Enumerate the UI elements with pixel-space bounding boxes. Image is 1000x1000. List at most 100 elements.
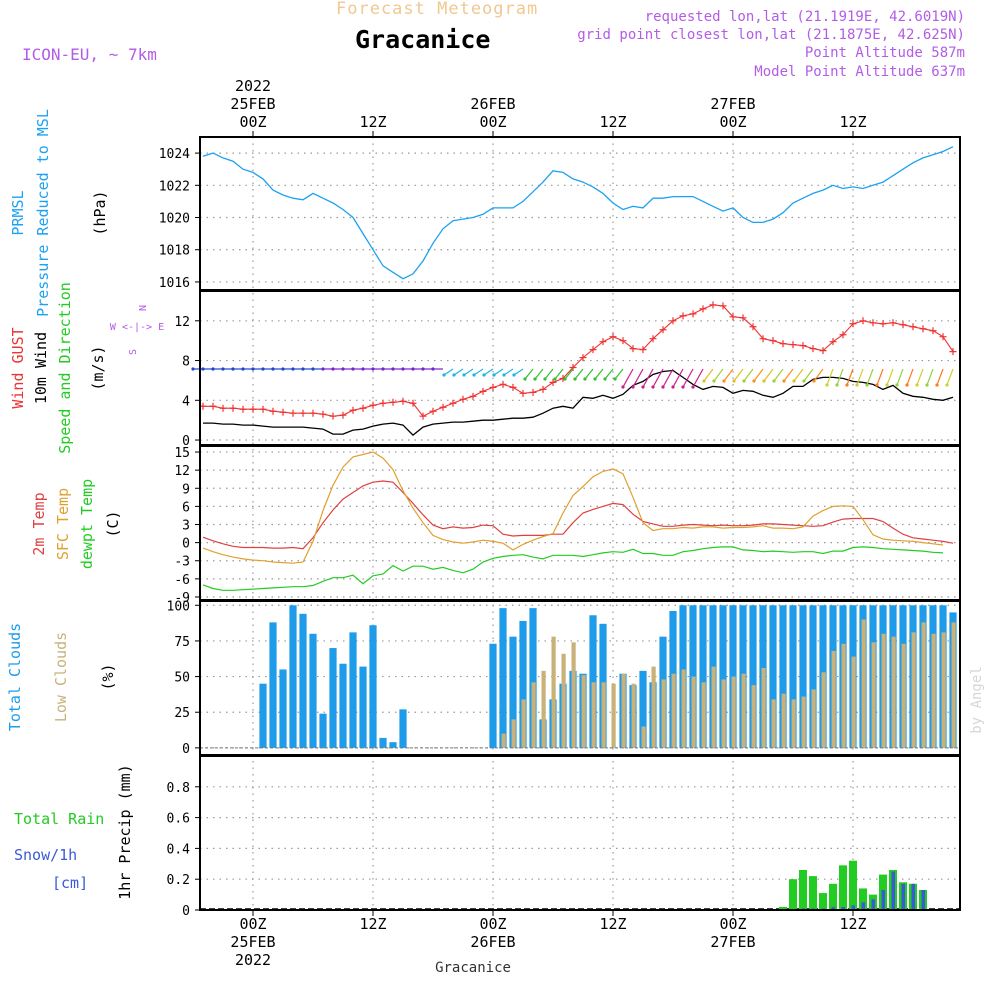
time-label-top: 12Z xyxy=(839,113,866,131)
wind-direction-arrow xyxy=(493,368,504,376)
wind-direction-arrowhead xyxy=(512,373,516,377)
wind-y-tick-label: 12 xyxy=(174,315,190,330)
wind-direction-arrow xyxy=(763,368,774,382)
wind-direction-arrowhead xyxy=(593,377,597,381)
time-label-bottom: 12Z xyxy=(839,915,866,933)
low-cloud-bar xyxy=(511,719,516,748)
wind-gust-marker xyxy=(789,341,797,349)
total-cloud-bar xyxy=(299,613,307,748)
wind-direction-arrowhead xyxy=(583,377,587,381)
temp-dewpt-line xyxy=(202,546,944,591)
wind-direction-arrowhead xyxy=(502,373,506,377)
time-label-bottom: 00Z xyxy=(239,915,266,933)
wind-gust-marker xyxy=(249,405,257,413)
low-cloud-bar xyxy=(911,632,916,748)
wind-direction-arrow xyxy=(783,368,794,382)
temp-2m-line xyxy=(202,480,954,550)
wind-y-tick-label: 8 xyxy=(182,355,190,370)
wind-gust-marker xyxy=(689,310,697,318)
temp-label-unit: (C) xyxy=(104,510,122,537)
low-cloud-bar xyxy=(851,656,856,748)
low-cloud-bar xyxy=(861,619,866,748)
wind-direction-arrowhead xyxy=(221,367,225,371)
time-label-year: 2022 xyxy=(235,77,271,95)
total-cloud-bar xyxy=(489,643,497,748)
wind-direction-arrowhead xyxy=(702,379,706,383)
wind-direction-arrowhead xyxy=(772,379,776,383)
wind-gust-marker xyxy=(499,380,507,388)
precipitation-y-tick-label: 0.8 xyxy=(167,781,190,796)
wind-direction-arrowhead xyxy=(442,373,446,377)
precip-label-unit-cm: [cm] xyxy=(52,874,88,892)
total-cloud-bar xyxy=(529,608,537,748)
wind-gust-marker xyxy=(599,338,607,346)
wind-direction-arrow xyxy=(846,368,854,386)
wind-label-speed-direction: Speed and Direction xyxy=(56,282,74,454)
wind-gust-marker xyxy=(829,338,837,346)
low-cloud-bar xyxy=(601,682,606,748)
wind-gust-marker xyxy=(929,327,937,335)
low-cloud-bar xyxy=(811,689,816,748)
total-cloud-bar xyxy=(379,737,387,748)
wind-gust-marker xyxy=(209,402,217,410)
wind-gust-marker xyxy=(699,305,707,313)
wind-gust-marker xyxy=(719,302,727,310)
pressure-label-msl: Pressure Reduced to MSL xyxy=(34,109,52,317)
low-cloud-bar xyxy=(751,685,756,748)
wind-gust-marker xyxy=(319,410,327,418)
wind-gust-marker xyxy=(359,404,367,412)
wind-direction-arrowhead xyxy=(361,367,365,371)
low-cloud-bar xyxy=(831,650,836,748)
wind-direction-arrow xyxy=(703,368,714,382)
low-cloud-bar xyxy=(771,699,776,748)
wind-direction-legend-south: S xyxy=(128,349,139,355)
wind-direction-arrow xyxy=(916,368,924,386)
wind-direction-arrowhead xyxy=(802,379,806,383)
wind-direction-arrowhead xyxy=(231,367,235,371)
wind-gust-marker xyxy=(609,333,617,341)
wind-direction-arrow xyxy=(594,368,604,380)
wind-gust-marker xyxy=(469,392,477,400)
wind-gust-marker xyxy=(679,312,687,320)
wind-gust-marker xyxy=(739,314,747,322)
time-label-bottom: 12Z xyxy=(359,915,386,933)
wind-direction-arrowhead xyxy=(915,383,919,387)
total-cloud-bar xyxy=(699,605,707,748)
time-label-top: 26FEB xyxy=(470,95,515,113)
wind-direction-arrow xyxy=(743,368,754,382)
wind-direction-arrow xyxy=(564,368,574,380)
wind-direction-arrowhead xyxy=(301,367,305,371)
wind-gust-marker xyxy=(219,404,227,412)
wind-direction-arrow xyxy=(813,368,824,382)
wind-direction-arrowhead xyxy=(782,379,786,383)
wind-gust-marker xyxy=(349,406,357,414)
total-cloud-bar xyxy=(799,605,807,748)
wind-direction-arrow xyxy=(614,368,624,380)
temp-label-dewpt: dewpt Temp xyxy=(78,479,96,569)
total-cloud-bar xyxy=(319,713,327,748)
total-cloud-bar xyxy=(349,632,357,748)
wind-direction-arrowhead xyxy=(651,385,655,389)
wind-direction-arrow xyxy=(826,368,834,386)
low-cloud-bar xyxy=(821,672,826,748)
wind-gust-marker xyxy=(259,405,267,413)
wind-direction-arrowhead xyxy=(935,383,939,387)
low-cloud-bar xyxy=(571,642,576,748)
wind-direction-arrowhead xyxy=(462,373,466,377)
wind-gust-marker xyxy=(839,331,847,339)
wind-direction-arrowhead xyxy=(752,379,756,383)
wind-direction-arrowhead xyxy=(875,383,879,387)
wind-direction-arrowhead xyxy=(825,383,829,387)
wind-direction-arrowhead xyxy=(523,377,527,381)
wind-direction-arrowhead xyxy=(563,377,567,381)
precip-label-axis: 1hr Precip (mm) xyxy=(116,764,134,899)
low-cloud-bar xyxy=(681,669,686,748)
low-cloud-bar xyxy=(761,668,766,748)
pressure-label-unit: (hPa) xyxy=(91,190,109,235)
wind-direction-arrow xyxy=(642,368,654,388)
temperature-y-tick-label: 9 xyxy=(182,482,190,497)
clouds-label-low: Low Clouds xyxy=(52,632,70,722)
snow-bar xyxy=(831,906,835,910)
wind-direction-arrowhead xyxy=(895,383,899,387)
